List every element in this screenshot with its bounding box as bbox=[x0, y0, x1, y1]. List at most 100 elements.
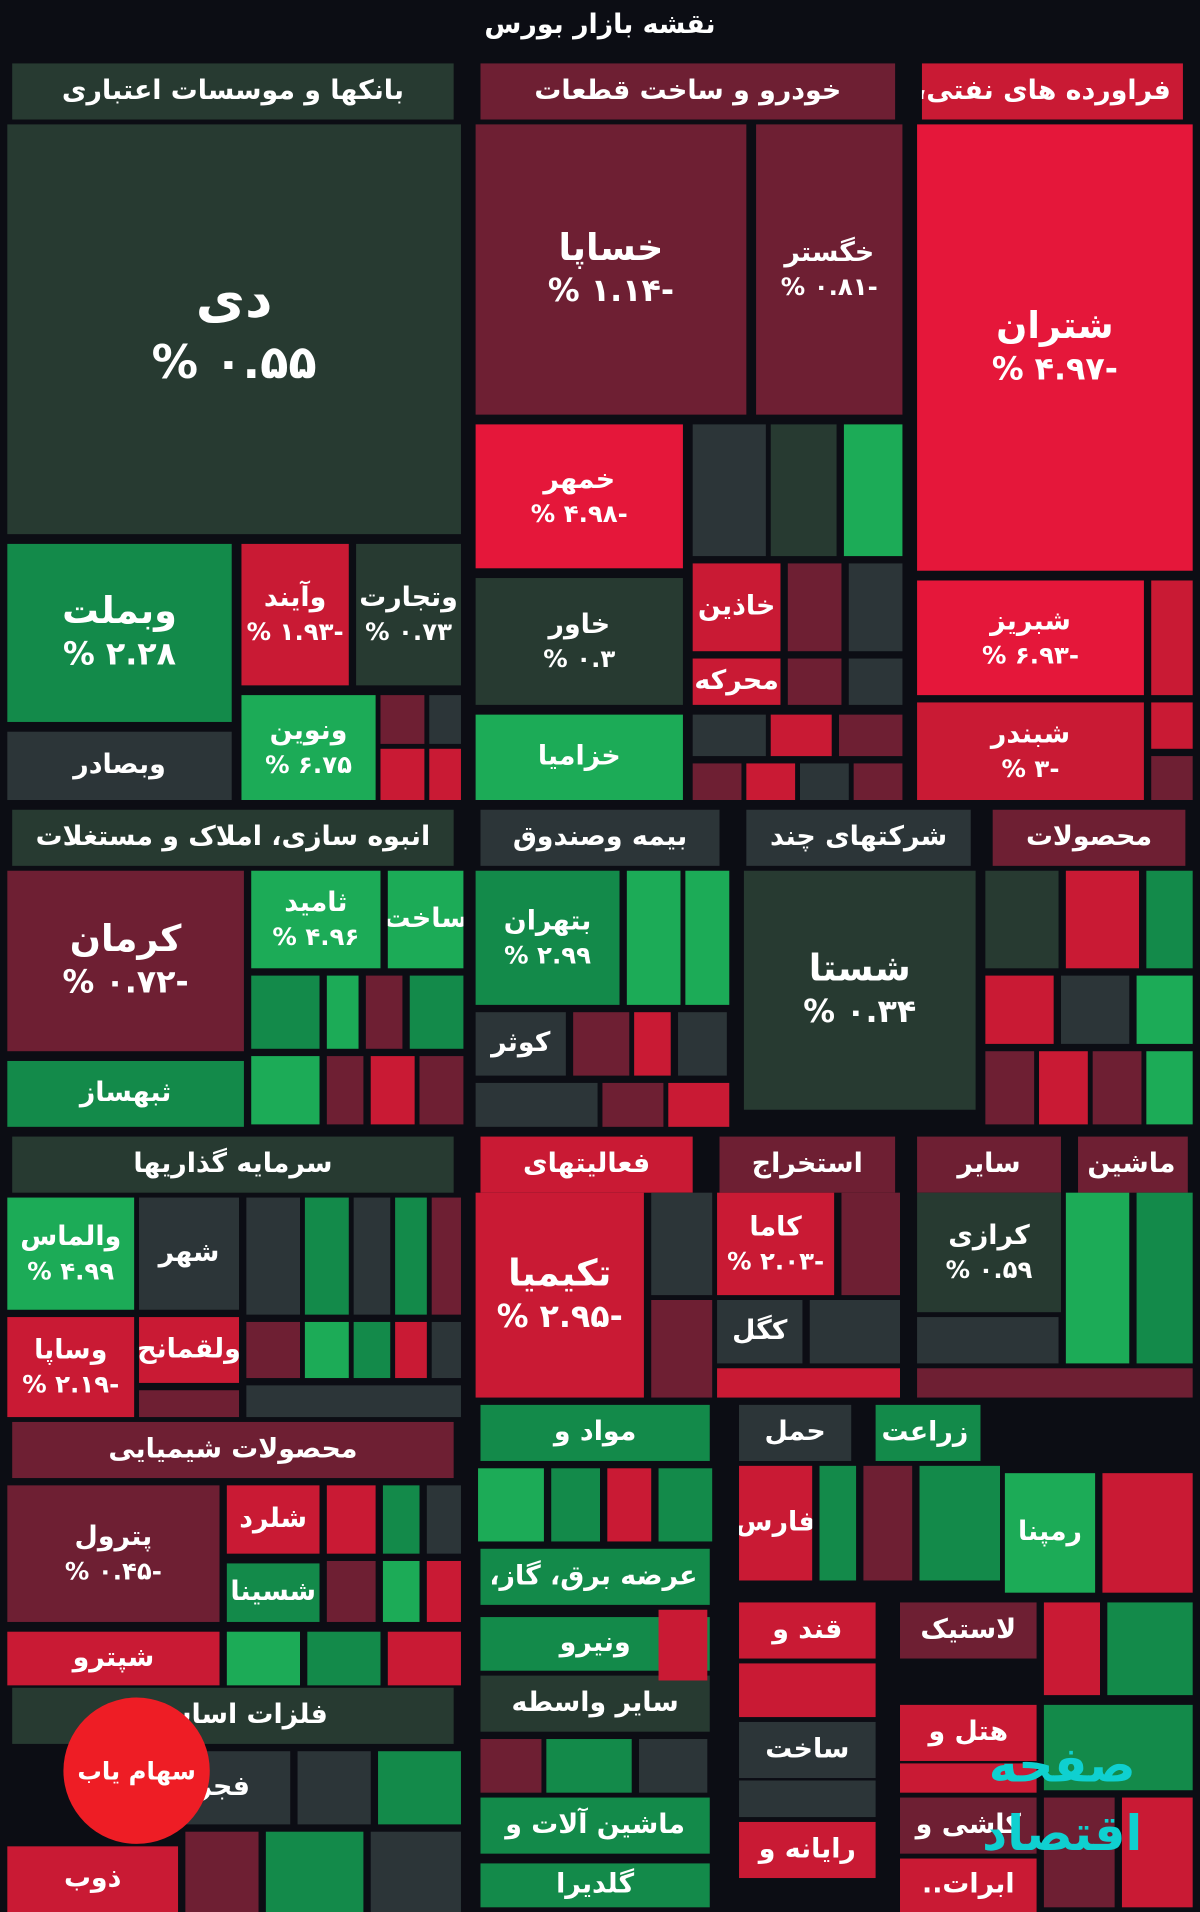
tile-change: -۱.۹۳ % bbox=[246, 616, 344, 647]
stock-tile bbox=[839, 714, 903, 757]
stock-tile bbox=[1102, 1473, 1193, 1593]
tile-symbol: ذوب bbox=[63, 1863, 122, 1895]
sector-header: محصولات شیمیایی bbox=[12, 1421, 454, 1479]
stock-tile bbox=[634, 1012, 671, 1076]
tile-symbol: شپترو bbox=[72, 1642, 155, 1674]
stock-tile bbox=[1121, 1797, 1193, 1908]
stock-tile: شبندر -۳ % bbox=[917, 702, 1144, 800]
stock-tile bbox=[843, 424, 903, 557]
stock-tile: خمهر -۴.۹۸ % bbox=[475, 424, 683, 569]
stock-tile bbox=[246, 1385, 461, 1418]
stock-tile: ثبهساز bbox=[7, 1060, 244, 1127]
stock-tile bbox=[246, 1197, 300, 1315]
tile-change: ۴.۹۶ % bbox=[272, 921, 360, 951]
stock-tile bbox=[1043, 1704, 1193, 1791]
tile-change: -۴.۹۸ % bbox=[530, 498, 628, 528]
stock-tile: محرکه bbox=[692, 658, 781, 705]
stock-tile bbox=[353, 1321, 391, 1379]
stock-tile bbox=[353, 1197, 391, 1315]
stock-tile: کگل bbox=[717, 1299, 803, 1364]
stock-tile bbox=[378, 1751, 461, 1825]
tile-change: -۲.۰۳ % bbox=[727, 1246, 825, 1276]
sector-header: کاشی و bbox=[899, 1797, 1037, 1854]
sector-header: انبوه سازی، املاک و مستغلات bbox=[12, 809, 454, 866]
sector-header: فعالیتهای bbox=[480, 1136, 693, 1193]
stock-tile: رمپنا bbox=[1004, 1473, 1096, 1593]
sector-header: عرضه برق، گاز، bbox=[480, 1548, 710, 1605]
sector-header: گلدیرا bbox=[480, 1863, 710, 1908]
stock-tile bbox=[985, 1051, 1035, 1125]
stock-tile: وآیند -۱.۹۳ % bbox=[241, 543, 349, 686]
tile-symbol: کاما bbox=[749, 1212, 802, 1243]
stock-tile: خزامیا bbox=[475, 714, 683, 800]
tile-symbol: شتران bbox=[996, 305, 1114, 348]
stock-tile bbox=[382, 1485, 420, 1554]
sector-header: بانکها و موسسات اعتباری bbox=[12, 63, 454, 120]
stock-tile bbox=[678, 1012, 727, 1076]
stock-tile: شسینا bbox=[226, 1563, 320, 1622]
stock-tile: شستا ۰.۳۴ % bbox=[743, 870, 976, 1110]
tile-symbol: وبملت bbox=[62, 590, 177, 634]
stock-tile bbox=[429, 695, 461, 744]
stock-tile bbox=[651, 1192, 713, 1296]
stock-tile: تکیمیا -۲.۹۵ % bbox=[475, 1192, 644, 1398]
tile-change: ۰.۳ % bbox=[543, 643, 616, 673]
stock-tile bbox=[739, 1780, 876, 1818]
tile-change: ۰.۳۴ % bbox=[803, 993, 917, 1031]
stock-tile bbox=[431, 1321, 461, 1379]
stock-tile bbox=[409, 975, 464, 1049]
tile-change: -۱.۱۴ % bbox=[547, 272, 675, 310]
stock-tile bbox=[380, 748, 425, 800]
tile-change: -۲.۹۵ % bbox=[496, 1298, 623, 1336]
stock-tile bbox=[365, 975, 403, 1049]
stock-tile bbox=[626, 870, 681, 1005]
stock-tile bbox=[607, 1468, 652, 1542]
sector-header: ساخت bbox=[739, 1721, 876, 1779]
watermark: صفحه اقتصاد bbox=[982, 1737, 1143, 1863]
tile-symbol: شسینا bbox=[230, 1577, 317, 1608]
tile-symbol: کگل bbox=[732, 1316, 788, 1347]
stock-tile: شتران -۴.۹۷ % bbox=[917, 124, 1193, 571]
sector-header: ماشین آلات و bbox=[480, 1797, 710, 1854]
stock-tile bbox=[1065, 870, 1140, 969]
tile-symbol: خاذین bbox=[697, 591, 776, 623]
sector-header: خودرو و ساخت قطعات bbox=[480, 63, 896, 120]
sector-header: رایانه و bbox=[739, 1821, 876, 1879]
sector-header: هتل و bbox=[899, 1704, 1037, 1761]
tile-symbol: فارس bbox=[739, 1507, 813, 1539]
stock-tile bbox=[819, 1465, 857, 1581]
stock-tile bbox=[251, 975, 320, 1049]
stock-tile bbox=[1107, 1602, 1193, 1696]
stock-tile bbox=[395, 1197, 427, 1315]
tile-symbol: خمهر bbox=[543, 464, 616, 496]
stock-tile: خگستر -۰.۸۱ % bbox=[756, 124, 903, 415]
tile-symbol: دی bbox=[195, 268, 273, 331]
tile-symbol: وتجارت bbox=[359, 583, 458, 614]
stock-tile bbox=[799, 763, 849, 800]
stock-tile: فارس bbox=[739, 1465, 813, 1581]
tile-symbol: بتهران bbox=[503, 906, 592, 937]
tile-symbol: خزامیا bbox=[537, 741, 621, 773]
stock-tile bbox=[573, 1012, 630, 1076]
stock-tile bbox=[1065, 1192, 1130, 1364]
stock-tile bbox=[692, 424, 766, 557]
stock-tile: بتهران ۲.۹۹ % bbox=[475, 870, 620, 1005]
stock-tile: کوثر bbox=[475, 1012, 566, 1076]
tile-symbol: شلرد bbox=[239, 1503, 308, 1535]
stock-tile bbox=[419, 1056, 464, 1125]
stock-tile: دی ۰.۵۵ % bbox=[7, 124, 461, 535]
stock-tile bbox=[1136, 975, 1193, 1044]
sector-header: محصولات bbox=[992, 809, 1186, 866]
tile-change: ۲.۲۸ % bbox=[63, 636, 176, 673]
stock-tile: شهر bbox=[139, 1197, 240, 1310]
tile-symbol: کرمان bbox=[69, 918, 182, 962]
tile-change: -۴.۹۷ % bbox=[991, 351, 1118, 388]
tile-symbol: ولقمانح bbox=[139, 1334, 240, 1365]
tile-change: -۰.۸۱ % bbox=[780, 271, 878, 301]
stock-tile bbox=[739, 1663, 876, 1718]
tile-change: ۲.۹۹ % bbox=[504, 939, 591, 970]
stock-tile bbox=[139, 1390, 240, 1418]
logo-text: سهام یاب bbox=[77, 1756, 196, 1786]
stock-tile bbox=[717, 1368, 900, 1398]
sector-header: ماشین bbox=[1078, 1136, 1188, 1193]
